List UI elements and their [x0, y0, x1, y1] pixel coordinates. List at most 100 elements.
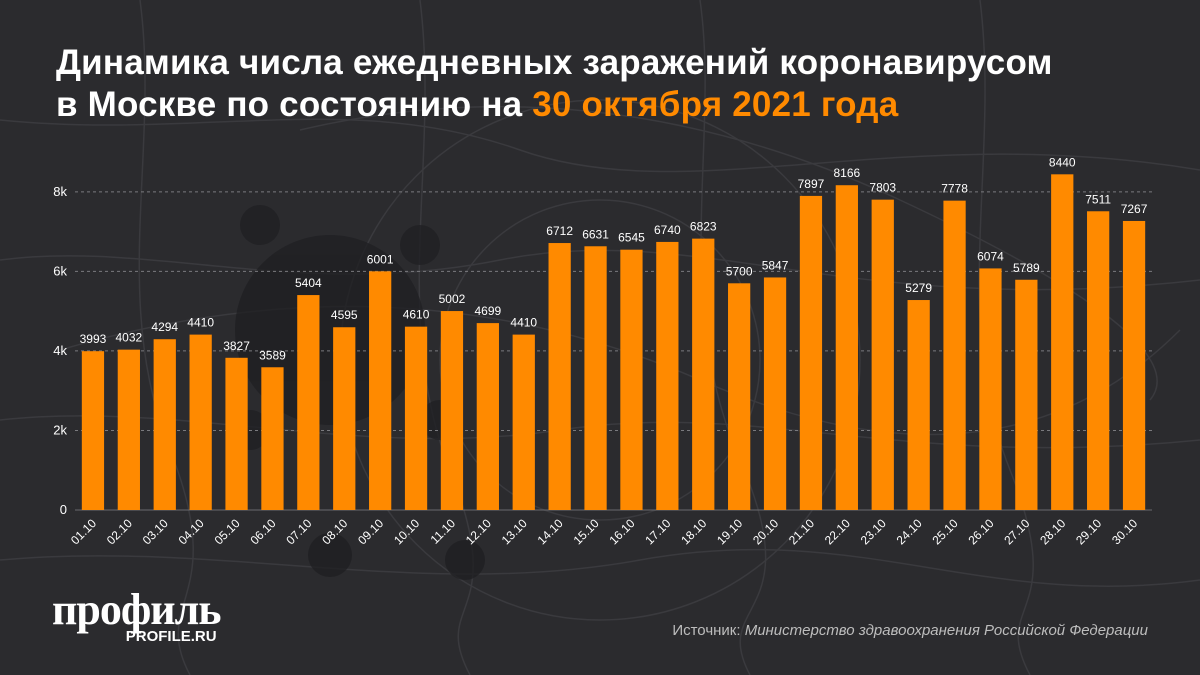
x-tick-label: 26.10	[965, 516, 996, 547]
x-tick-label: 29.10	[1073, 516, 1104, 547]
x-tick-label: 05.10	[212, 516, 243, 547]
bar	[189, 334, 212, 510]
data-label: 3993	[80, 332, 107, 346]
x-tick-label: 27.10	[1001, 516, 1032, 547]
data-label: 6712	[546, 224, 573, 238]
data-label: 5002	[439, 292, 466, 306]
bar	[512, 334, 535, 510]
data-label: 7803	[869, 181, 896, 195]
bar	[835, 185, 858, 510]
x-tick-label: 11.10	[428, 516, 459, 547]
y-tick-label: 6k	[53, 263, 67, 278]
source-value: Министерство здравоохранения Российской …	[744, 622, 1148, 639]
x-tick-label: 14.10	[535, 516, 566, 547]
y-tick-label: 2k	[53, 422, 67, 437]
x-tick-label: 02.10	[104, 516, 135, 547]
x-tick-label: 06.10	[247, 516, 278, 547]
x-tick-label: 21.10	[786, 516, 817, 547]
x-tick-label: 28.10	[1037, 516, 1068, 547]
bar	[1015, 279, 1038, 510]
data-label: 8166	[833, 166, 860, 180]
data-label: 4032	[115, 331, 142, 345]
data-label: 4699	[474, 304, 501, 318]
data-label: 5847	[762, 258, 789, 272]
data-label: 6823	[690, 220, 717, 234]
x-tick-label: 20.10	[750, 516, 781, 547]
data-label: 8440	[1049, 155, 1076, 169]
bar	[692, 238, 715, 510]
x-tick-label: 22.10	[822, 516, 853, 547]
data-label: 3827	[223, 339, 250, 353]
data-label: 4294	[151, 320, 178, 334]
x-tick-label: 19.10	[714, 516, 745, 547]
bar	[943, 200, 966, 511]
x-tick-label: 16.10	[606, 516, 637, 547]
title-date-highlight: 30 октября 2021 года	[532, 85, 899, 124]
bar	[333, 327, 356, 510]
x-tick-label: 25.10	[930, 516, 961, 547]
bar	[763, 277, 787, 510]
data-label: 7778	[941, 182, 968, 196]
data-label: 5789	[1013, 261, 1040, 275]
x-tick-label: 09.10	[355, 516, 386, 547]
bar	[117, 349, 140, 510]
bar	[871, 199, 894, 510]
x-tick-label: 04.10	[176, 516, 207, 547]
logo-text: профиль	[52, 585, 222, 634]
y-tick-label: 0	[60, 502, 67, 517]
x-tick-label: 12.10	[463, 516, 494, 547]
bar	[979, 268, 1002, 510]
bar	[297, 295, 320, 510]
data-label: 5404	[295, 276, 322, 290]
x-tick-label: 24.10	[894, 516, 925, 547]
x-tick-label: 07.10	[283, 516, 314, 547]
data-label: 7511	[1085, 192, 1111, 206]
x-tick-label: 30.10	[1109, 516, 1140, 547]
bar	[1122, 220, 1146, 510]
y-tick-label: 8k	[53, 184, 67, 199]
bar	[656, 241, 679, 510]
data-label: 4595	[331, 308, 358, 322]
logo-url: PROFILE.RU	[125, 628, 217, 645]
title-line-2-prefix: в Москве по состоянию на	[56, 85, 533, 124]
bar	[153, 339, 176, 510]
data-label: 4610	[403, 308, 430, 322]
bar	[440, 311, 464, 510]
data-label: 7897	[798, 177, 825, 191]
data-label: 4410	[510, 316, 537, 330]
bar	[1051, 174, 1074, 510]
bar	[404, 326, 428, 510]
x-tick-label: 08.10	[319, 516, 350, 547]
y-tick-label: 4k	[53, 343, 67, 358]
bar	[81, 351, 105, 510]
data-label: 5700	[726, 264, 753, 278]
source-note: Источник: Министерство здравоохранения Р…	[672, 622, 1148, 639]
bar	[261, 367, 284, 510]
data-label: 6545	[618, 231, 645, 245]
x-tick-label: 15.10	[571, 516, 602, 547]
bar	[548, 243, 571, 510]
source-label: Источник:	[672, 622, 745, 639]
title-line-1: Динамика числа ежедневных заражений коро…	[56, 43, 1053, 82]
bar	[476, 323, 499, 510]
bar	[799, 195, 823, 510]
x-tick-label: 03.10	[140, 516, 171, 547]
data-label: 3589	[259, 348, 286, 362]
data-label: 6074	[977, 249, 1004, 263]
chart-title: Динамика числа ежедневных заражений коро…	[56, 42, 1156, 126]
x-tick-label: 01.10	[68, 516, 99, 547]
bar	[728, 283, 751, 510]
bar	[1087, 211, 1110, 511]
x-tick-label: 17.10	[642, 516, 673, 547]
x-tick-label: 13.10	[499, 516, 530, 547]
data-label: 5279	[905, 281, 932, 295]
x-tick-label: 23.10	[858, 516, 889, 547]
x-tick-label: 18.10	[678, 516, 709, 547]
bar	[584, 246, 607, 511]
bar	[907, 300, 930, 510]
bar	[225, 357, 248, 510]
x-tick-label: 10.10	[391, 516, 422, 547]
data-label: 7267	[1121, 202, 1148, 216]
data-label: 4410	[187, 316, 214, 330]
